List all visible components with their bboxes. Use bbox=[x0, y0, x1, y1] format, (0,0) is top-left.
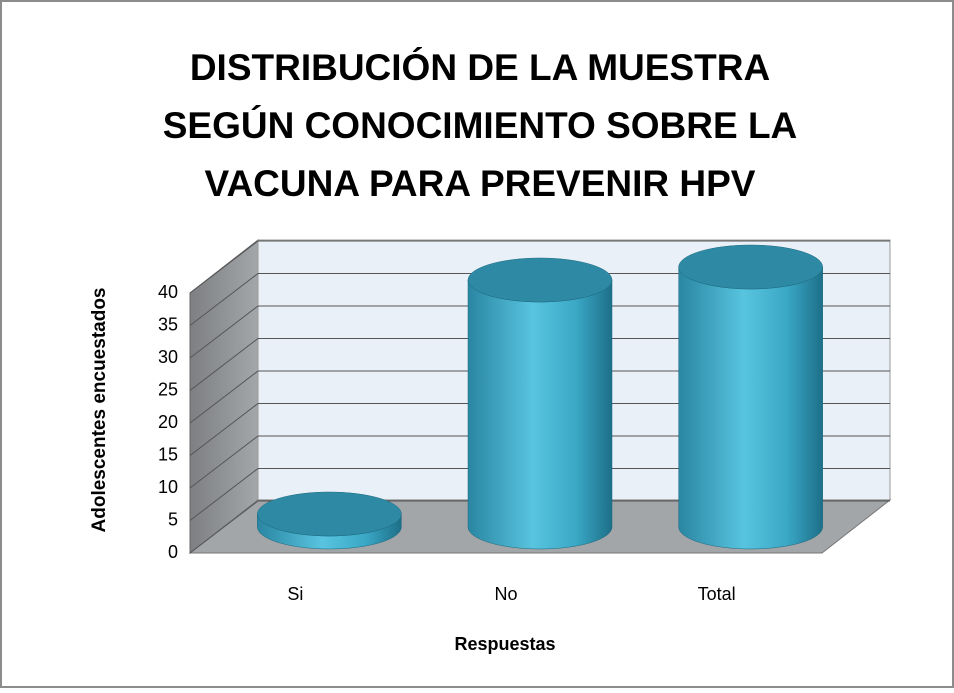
side-grid-line bbox=[189, 468, 259, 521]
cylinder-top bbox=[678, 244, 823, 290]
cylinder-top bbox=[257, 491, 402, 537]
y-tick-label: 0 bbox=[168, 542, 178, 562]
y-tick-label: 25 bbox=[158, 379, 178, 399]
x-axis-label: Respuestas bbox=[454, 634, 555, 654]
side-grid-line bbox=[189, 305, 259, 359]
cylinder-body bbox=[678, 266, 823, 550]
side-grid-line bbox=[189, 370, 259, 424]
side-grid-line bbox=[189, 500, 259, 554]
side-grid-line bbox=[189, 273, 259, 326]
cylinder-top bbox=[467, 257, 613, 303]
cylinder-body bbox=[467, 279, 613, 550]
y-tick-label: 15 bbox=[158, 444, 178, 464]
chart-title: DISTRIBUCIÓN DE LA MUESTRA bbox=[190, 46, 770, 88]
y-tick-label: 35 bbox=[158, 314, 178, 334]
x-tick-label: Total bbox=[698, 584, 736, 604]
side-grid-line bbox=[189, 338, 259, 391]
chart-title: SEGÚN CONOCIMIENTO SOBRE LA bbox=[163, 104, 798, 146]
side-grid-line bbox=[189, 435, 259, 489]
y-tick-label: 10 bbox=[158, 477, 178, 497]
y-tick-label: 30 bbox=[158, 347, 178, 367]
side-grid-line bbox=[189, 403, 259, 456]
side-grid-line bbox=[189, 240, 259, 294]
y-axis-label: Adolescentes encuestados bbox=[89, 288, 110, 533]
y-tick-label: 40 bbox=[158, 282, 178, 302]
y-tick-label: 20 bbox=[158, 412, 178, 432]
chart-title: VACUNA PARA PREVENIR HPV bbox=[205, 163, 756, 204]
y-tick-label: 5 bbox=[168, 509, 178, 529]
x-tick-label: No bbox=[494, 584, 517, 604]
x-tick-label: Si bbox=[287, 584, 303, 604]
